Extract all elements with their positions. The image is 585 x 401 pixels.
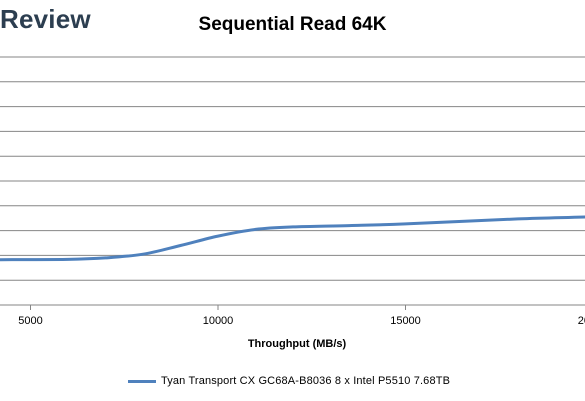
legend-label: Tyan Transport CX GC68A-B8036 8 x Intel … (161, 375, 451, 387)
x-axis-ticks: 5000100001500020000250003000035 (18, 305, 585, 327)
x-tick-label: 15000 (390, 315, 421, 327)
chart-title: Sequential Read 64K (198, 14, 387, 35)
series-layer (0, 215, 585, 262)
legend-swatch (128, 379, 156, 383)
series-line (0, 215, 585, 262)
x-tick-label: 20000 (578, 315, 585, 327)
site-logo: Review (0, 4, 91, 34)
gridlines (0, 56, 585, 306)
x-tick-label: 10000 (203, 315, 234, 327)
legend: Tyan Transport CX GC68A-B8036 8 x Intel … (128, 374, 450, 388)
x-tick-label: 5000 (18, 315, 42, 327)
x-axis-label: Throughput (MB/s) (247, 338, 347, 350)
